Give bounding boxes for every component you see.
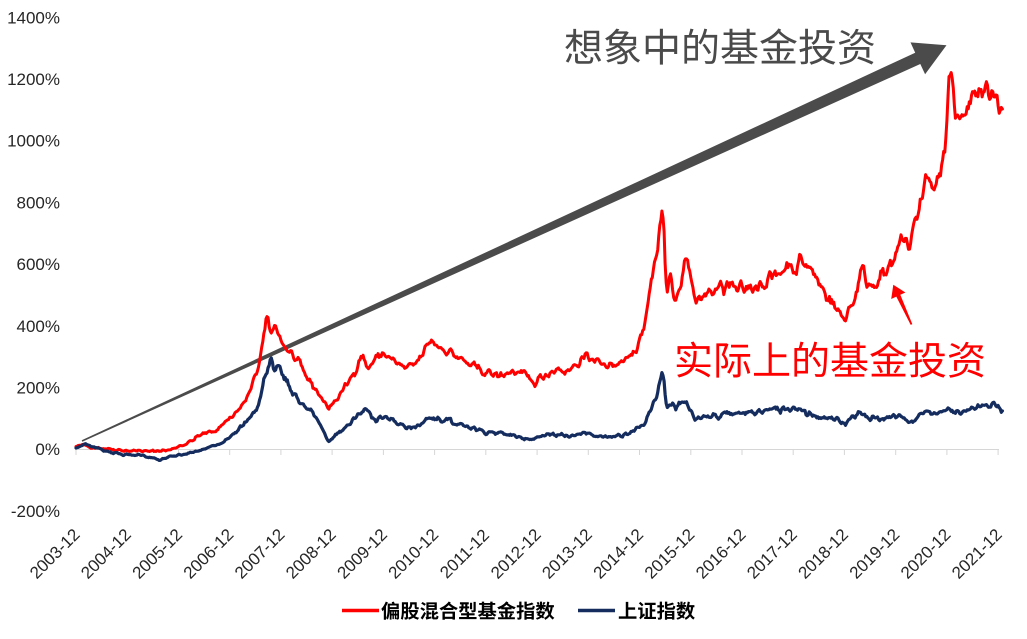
svg-text:1400%: 1400% [7, 8, 60, 27]
svg-text:400%: 400% [17, 317, 60, 336]
svg-text:600%: 600% [17, 255, 60, 274]
svg-text:800%: 800% [17, 193, 60, 212]
svg-text:1000%: 1000% [7, 132, 60, 151]
svg-text:0%: 0% [35, 440, 60, 459]
svg-text:1200%: 1200% [7, 70, 60, 89]
svg-text:-200%: -200% [11, 502, 60, 521]
svg-text:200%: 200% [17, 379, 60, 398]
